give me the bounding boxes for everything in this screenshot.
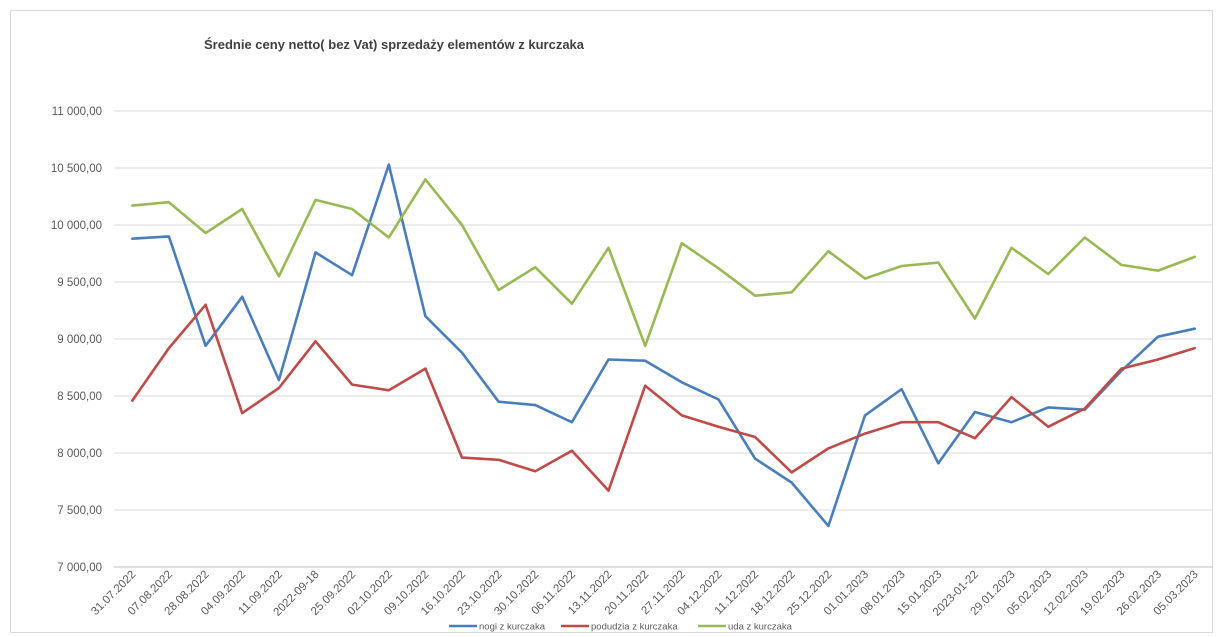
- legend-label: nogi z kurczaka: [479, 622, 546, 633]
- y-tick-label: 8 500,00: [57, 391, 102, 403]
- y-tick-label: 11 000,00: [52, 106, 102, 118]
- series-line-1: [131, 163, 1196, 528]
- legend-label: podudzia z kurczaka: [591, 622, 678, 633]
- y-tick-label: 10 000,00: [51, 220, 102, 232]
- y-tick-label: 9 000,00: [57, 334, 102, 346]
- y-tick-label: 9 500,00: [57, 277, 102, 289]
- series-line-2: [131, 303, 1196, 492]
- legend-label: uda z kurczaka: [728, 622, 793, 633]
- series-line-3: [131, 178, 1196, 348]
- chart-title: Średnie ceny netto( bez Vat) sprzedaży e…: [204, 37, 585, 52]
- y-tick-label: 7 500,00: [57, 505, 102, 517]
- y-tick-label: 8 000,00: [57, 448, 102, 460]
- y-tick-label: 7 000,00: [57, 562, 102, 574]
- y-tick-label: 10 500,00: [51, 163, 102, 175]
